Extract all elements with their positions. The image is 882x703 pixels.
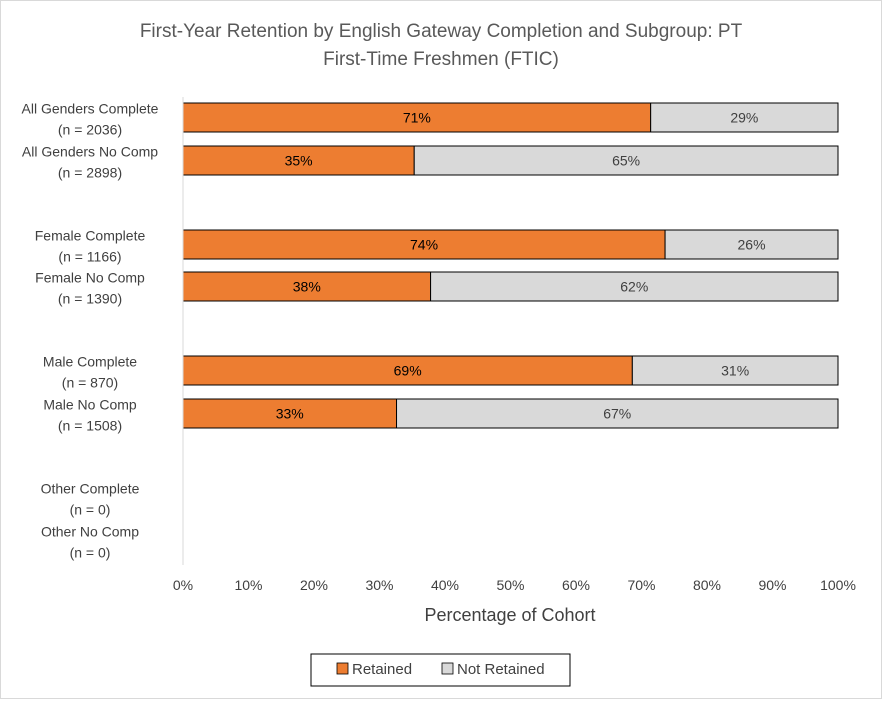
- category-count-label: (n = 1390): [58, 291, 122, 307]
- data-label-retained: 33%: [276, 406, 304, 422]
- data-label-retained: 38%: [293, 279, 321, 295]
- x-tick-label: 30%: [365, 577, 393, 593]
- category-count-label: (n = 1508): [58, 418, 122, 434]
- x-tick-label: 80%: [693, 577, 721, 593]
- category-labels: All Genders Complete (n = 2036) All Gender…: [22, 101, 159, 561]
- chart-title-line: First-Year Retention by English Gateway …: [140, 21, 743, 42]
- category-label: Male Complete: [43, 354, 137, 370]
- x-tick-label: 70%: [627, 577, 655, 593]
- bar-not-retained: [430, 271, 839, 302]
- legend-swatch: [441, 662, 454, 675]
- bar-not-retained: [396, 398, 839, 429]
- data-label-not-retained: 67%: [603, 406, 631, 422]
- category-label: Male No Comp: [43, 397, 137, 413]
- category-count-label: (n = 0): [70, 502, 111, 518]
- chart-title: First-Year Retention by English Gateway …: [140, 21, 743, 70]
- category-count-label: (n = 2898): [58, 165, 122, 181]
- x-tick-label: 50%: [496, 577, 524, 593]
- category-count-label: (n = 870): [62, 375, 118, 391]
- x-tick-label: 90%: [758, 577, 786, 593]
- x-tick-label: 40%: [431, 577, 459, 593]
- category-label: Other No Comp: [41, 524, 139, 540]
- category-label: Female No Comp: [35, 270, 145, 286]
- bars: 71% 29% 35% 65% 74% 26% 38% 62% 69% 31% 33% 67%: [182, 102, 839, 429]
- x-tick-label: 20%: [300, 577, 328, 593]
- legend: Retained Not Retained: [310, 653, 571, 687]
- category-count-label: (n = 1166): [58, 249, 121, 265]
- data-label-not-retained: 65%: [612, 153, 640, 169]
- x-tick-label: 60%: [562, 577, 590, 593]
- x-axis-title: Percentage of Cohort: [424, 605, 595, 625]
- category-count-label: (n = 2036): [58, 122, 122, 138]
- legend-label: Retained: [352, 661, 412, 678]
- x-tick-label: 10%: [234, 577, 262, 593]
- bar-retained: [182, 229, 666, 260]
- data-label-retained: 69%: [394, 363, 422, 379]
- category-label: Other Complete: [41, 481, 140, 497]
- category-label: Female Complete: [35, 228, 146, 244]
- category-count-label: (n = 0): [70, 545, 111, 561]
- data-label-retained: 35%: [285, 153, 313, 169]
- data-label-retained: 71%: [403, 110, 431, 126]
- bar-retained: [182, 145, 415, 176]
- data-label-not-retained: 62%: [620, 279, 648, 295]
- legend-label: Not Retained: [457, 661, 545, 678]
- chart-title-line: First-Time Freshmen (FTIC): [323, 49, 559, 70]
- data-label-retained: 74%: [410, 237, 438, 253]
- legend-box: [310, 653, 571, 687]
- x-axis: 0% 10% 20% 30% 40% 50% 60% 70% 80% 90% 100% Percent…: [173, 97, 856, 625]
- data-label-not-retained: 31%: [721, 363, 749, 379]
- bar-not-retained: [413, 145, 839, 176]
- bar-retained: [182, 102, 652, 133]
- category-label: All Genders Complete: [22, 101, 159, 117]
- bar-not-retained: [664, 229, 839, 260]
- legend-swatch: [336, 662, 349, 675]
- bar-retained: [182, 271, 432, 302]
- x-tick-label: 0%: [173, 577, 193, 593]
- category-label: All Genders No Comp: [22, 144, 158, 160]
- bar-not-retained: [631, 355, 839, 386]
- data-label-not-retained: 29%: [730, 110, 758, 126]
- data-label-not-retained: 26%: [738, 237, 766, 253]
- x-tick-label: 100%: [820, 577, 856, 593]
- bar-not-retained: [650, 102, 839, 133]
